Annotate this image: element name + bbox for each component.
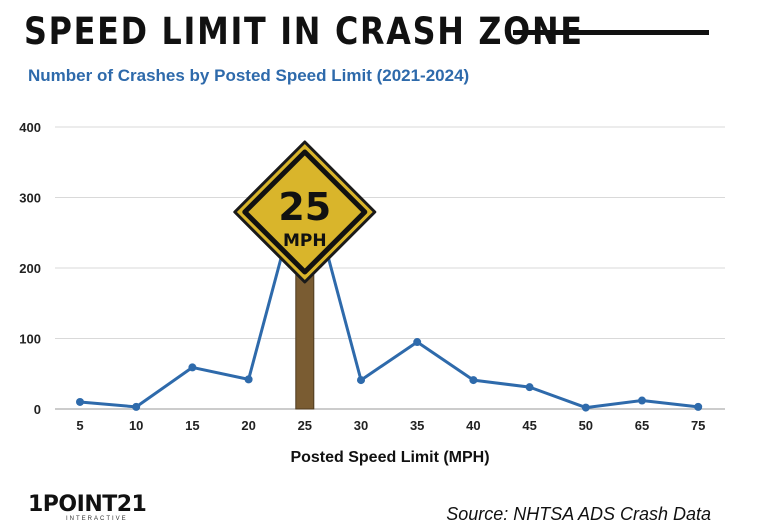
x-tick-label: 10 bbox=[129, 418, 143, 433]
data-point bbox=[638, 396, 646, 405]
x-axis-label: Posted Speed Limit (MPH) bbox=[290, 449, 489, 466]
data-point bbox=[469, 376, 478, 385]
data-point bbox=[694, 402, 703, 411]
y-axis-ticks: 0 100 200 300 400 bbox=[19, 120, 41, 417]
x-tick-label: 5 bbox=[76, 418, 83, 433]
data-point bbox=[525, 383, 534, 392]
series-points bbox=[76, 338, 703, 412]
brand-name: 1POINT21 bbox=[28, 492, 147, 517]
data-point bbox=[132, 402, 141, 411]
title-rule bbox=[513, 30, 709, 35]
x-tick-label: 30 bbox=[354, 418, 368, 433]
y-tick-label: 300 bbox=[19, 191, 41, 206]
x-tick-label: 25 bbox=[298, 418, 312, 433]
data-point bbox=[413, 338, 422, 347]
chart-subtitle: Number of Crashes by Posted Speed Limit … bbox=[28, 66, 470, 85]
data-point bbox=[357, 376, 365, 385]
x-tick-label: 45 bbox=[522, 418, 536, 433]
x-tick-label: 50 bbox=[579, 418, 593, 433]
data-point bbox=[76, 397, 84, 406]
brand-logo: 1POINT21 INTERACTIVE bbox=[28, 492, 147, 523]
x-tick-label: 15 bbox=[185, 418, 199, 433]
source-note: Source: NHTSA ADS Crash Data bbox=[446, 504, 711, 524]
x-tick-label: 40 bbox=[466, 418, 480, 433]
grid-lines bbox=[55, 126, 725, 410]
sign-post bbox=[295, 274, 315, 410]
y-tick-label: 200 bbox=[19, 261, 41, 276]
sign-unit: MPH bbox=[283, 231, 327, 251]
y-tick-label: 400 bbox=[19, 120, 41, 135]
series-line bbox=[79, 167, 699, 410]
brand-tagline: INTERACTIVE bbox=[66, 516, 128, 522]
y-tick-label: 100 bbox=[19, 332, 41, 347]
chart-title: SPEED LIMIT IN CRASH ZONE bbox=[24, 10, 584, 53]
x-axis-ticks: 5 10 15 20 25 30 35 40 45 50 65 75 bbox=[76, 418, 705, 433]
y-tick-label: 0 bbox=[34, 402, 41, 417]
sign-number: 25 bbox=[278, 185, 331, 229]
sign-face bbox=[242, 149, 368, 275]
data-point bbox=[244, 375, 253, 384]
x-tick-label: 20 bbox=[241, 418, 255, 433]
x-tick-label: 65 bbox=[635, 418, 649, 433]
x-tick-label: 75 bbox=[691, 418, 705, 433]
x-tick-label: 35 bbox=[410, 418, 424, 433]
data-point bbox=[581, 403, 590, 412]
data-point bbox=[188, 363, 197, 372]
speed-limit-sign: 25 MPH bbox=[233, 140, 377, 410]
series-line-layer bbox=[79, 167, 699, 410]
